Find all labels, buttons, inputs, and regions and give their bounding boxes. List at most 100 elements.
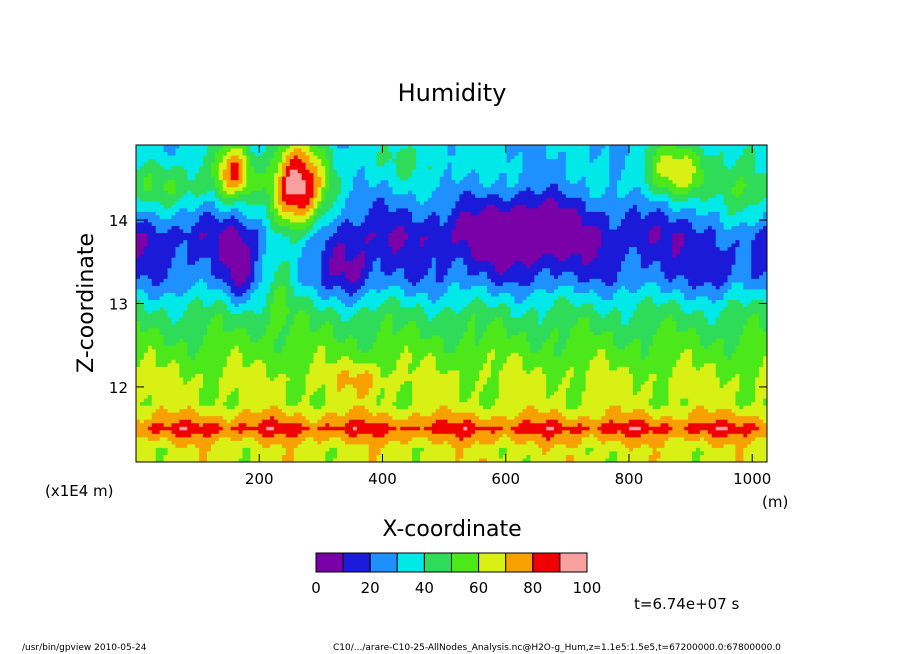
contour-cell	[206, 328, 224, 333]
contour-cell	[293, 317, 311, 322]
contour-cell	[136, 190, 169, 195]
contour-cell	[490, 183, 508, 188]
contour-cell	[656, 183, 677, 188]
contour-cell	[171, 257, 188, 262]
contour-cell	[218, 240, 244, 245]
contour-cell	[309, 314, 342, 319]
contour-cell	[305, 152, 315, 157]
contour-cell	[494, 402, 567, 407]
contour-cell	[301, 250, 322, 255]
contour-cell	[652, 447, 658, 453]
contour-cell	[136, 310, 149, 315]
contour-cell	[206, 190, 216, 195]
contour-cell	[277, 162, 283, 167]
contour-cell	[656, 162, 693, 167]
contour-cell	[317, 173, 326, 178]
contour-cell	[577, 211, 606, 217]
contour-cell	[455, 447, 464, 453]
contour-cell	[329, 271, 342, 276]
contour-cell	[459, 285, 472, 291]
contour-cell	[392, 152, 397, 157]
contour-cell	[388, 243, 405, 248]
contour-cell	[648, 430, 654, 435]
contour-cell	[136, 278, 153, 283]
contour-cell	[416, 148, 449, 153]
contour-cell	[747, 321, 760, 326]
contour-cell	[486, 285, 559, 291]
contour-cell	[640, 352, 650, 357]
contour-cell	[640, 384, 654, 389]
contour-cell	[439, 370, 449, 375]
contour-cell	[668, 278, 673, 283]
contour-cell	[506, 152, 520, 157]
contour-cell	[329, 268, 362, 273]
contour-cell	[621, 321, 630, 326]
contour-cell	[743, 405, 767, 410]
contour-cell	[392, 190, 409, 195]
contour-cell	[739, 222, 748, 227]
contour-cell	[530, 458, 567, 462]
contour-cell	[538, 349, 555, 354]
contour-cell	[688, 416, 760, 421]
contour-cell	[412, 380, 460, 386]
contour-cell	[471, 433, 504, 438]
contour-cell	[222, 180, 228, 185]
contour-cell	[467, 173, 480, 178]
contour-cell	[581, 437, 599, 442]
contour-cell	[459, 388, 476, 393]
contour-cell	[309, 370, 342, 375]
contour-cell	[230, 419, 263, 424]
contour-cell	[214, 299, 224, 305]
contour-cell	[431, 299, 437, 305]
y-tick-label: 14	[109, 212, 128, 230]
contour-cell	[388, 236, 409, 241]
contour-cell	[660, 289, 673, 294]
contour-cell	[475, 314, 512, 319]
contour-cell	[400, 388, 413, 393]
contour-cell	[696, 285, 717, 291]
contour-cell	[321, 278, 350, 283]
contour-cell	[285, 303, 315, 308]
contour-cell	[688, 197, 701, 202]
contour-cell	[317, 419, 350, 424]
contour-cell	[270, 444, 283, 449]
contour-cell	[321, 250, 334, 255]
contour-cell	[218, 388, 236, 393]
contour-cell	[203, 278, 224, 283]
contour-cell	[400, 352, 413, 357]
contour-cell	[147, 233, 200, 238]
contour-cell	[301, 412, 326, 417]
contour-cell	[412, 352, 429, 357]
contour-cell	[345, 218, 350, 224]
contour-cell	[250, 454, 283, 460]
contour-cell	[668, 423, 689, 428]
contour-cell	[479, 398, 496, 403]
contour-cell	[684, 275, 729, 280]
contour-cell	[439, 405, 449, 410]
contour-cell	[277, 169, 283, 174]
contour-cell	[479, 271, 488, 276]
contour-cell	[660, 159, 693, 164]
contour-cell	[735, 412, 767, 417]
contour-cell	[644, 356, 681, 361]
contour-cell	[514, 416, 567, 421]
contour-cell	[502, 317, 539, 322]
contour-cell	[187, 261, 196, 266]
contour-cell	[412, 451, 421, 456]
contour-cell	[329, 169, 338, 174]
contour-cell	[759, 370, 767, 375]
contour-cell	[396, 426, 401, 431]
contour-cell	[699, 166, 729, 171]
contour-cell	[372, 261, 382, 266]
contour-cell	[246, 275, 255, 280]
contour-cell	[404, 226, 457, 231]
contour-cell	[238, 173, 244, 178]
contour-cell	[136, 356, 145, 361]
contour-cell	[356, 342, 374, 347]
contour-cell	[684, 296, 697, 301]
contour-cell	[644, 215, 669, 220]
contour-cell	[242, 352, 315, 357]
contour-cell	[404, 268, 429, 273]
contour-cell	[680, 352, 693, 357]
contour-cell	[648, 377, 658, 382]
